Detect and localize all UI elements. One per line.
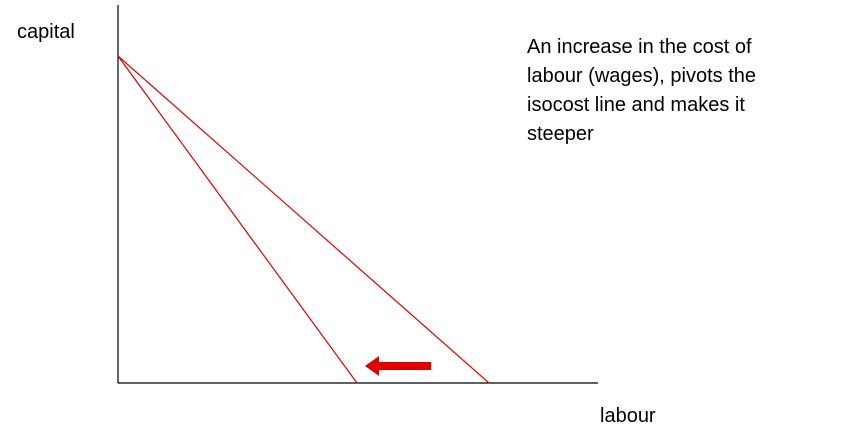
isocost-line-original xyxy=(117,55,490,384)
annotation-line: steeper xyxy=(527,123,594,145)
y-axis-label: capital xyxy=(17,21,75,43)
x-axis-label: labour xyxy=(600,405,656,427)
annotation-line: isocost line and makes it xyxy=(527,94,745,116)
isocost-line-new xyxy=(117,55,358,384)
annotation-line: An increase in the cost of xyxy=(527,36,752,58)
annotation-text: An increase in the cost of labour (wages… xyxy=(527,33,827,149)
annotation-line: labour (wages), pivots the xyxy=(527,65,757,87)
pivot-arrow-left-icon xyxy=(365,356,431,376)
